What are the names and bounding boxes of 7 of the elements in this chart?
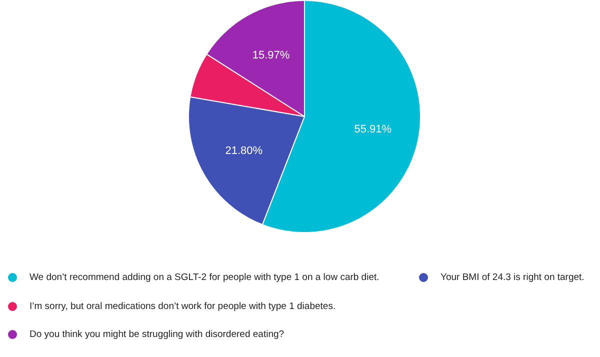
data-label: 21.80% — [225, 144, 263, 157]
data-label: 15.97% — [252, 49, 290, 62]
legend-label: We don’t recommend adding on a SGLT-2 for people with type 1 on a low carb diet. — [30, 272, 380, 283]
legend-label: Your BMI of 24.3 is right on target. — [440, 272, 584, 283]
legend-label: Do you think you might be struggling with disordered eating? — [30, 329, 284, 340]
data-label: 55.91% — [354, 123, 392, 136]
legend-label: I’m sorry, but oral medications don’t work for people with type 1 diabetes. — [30, 301, 336, 312]
